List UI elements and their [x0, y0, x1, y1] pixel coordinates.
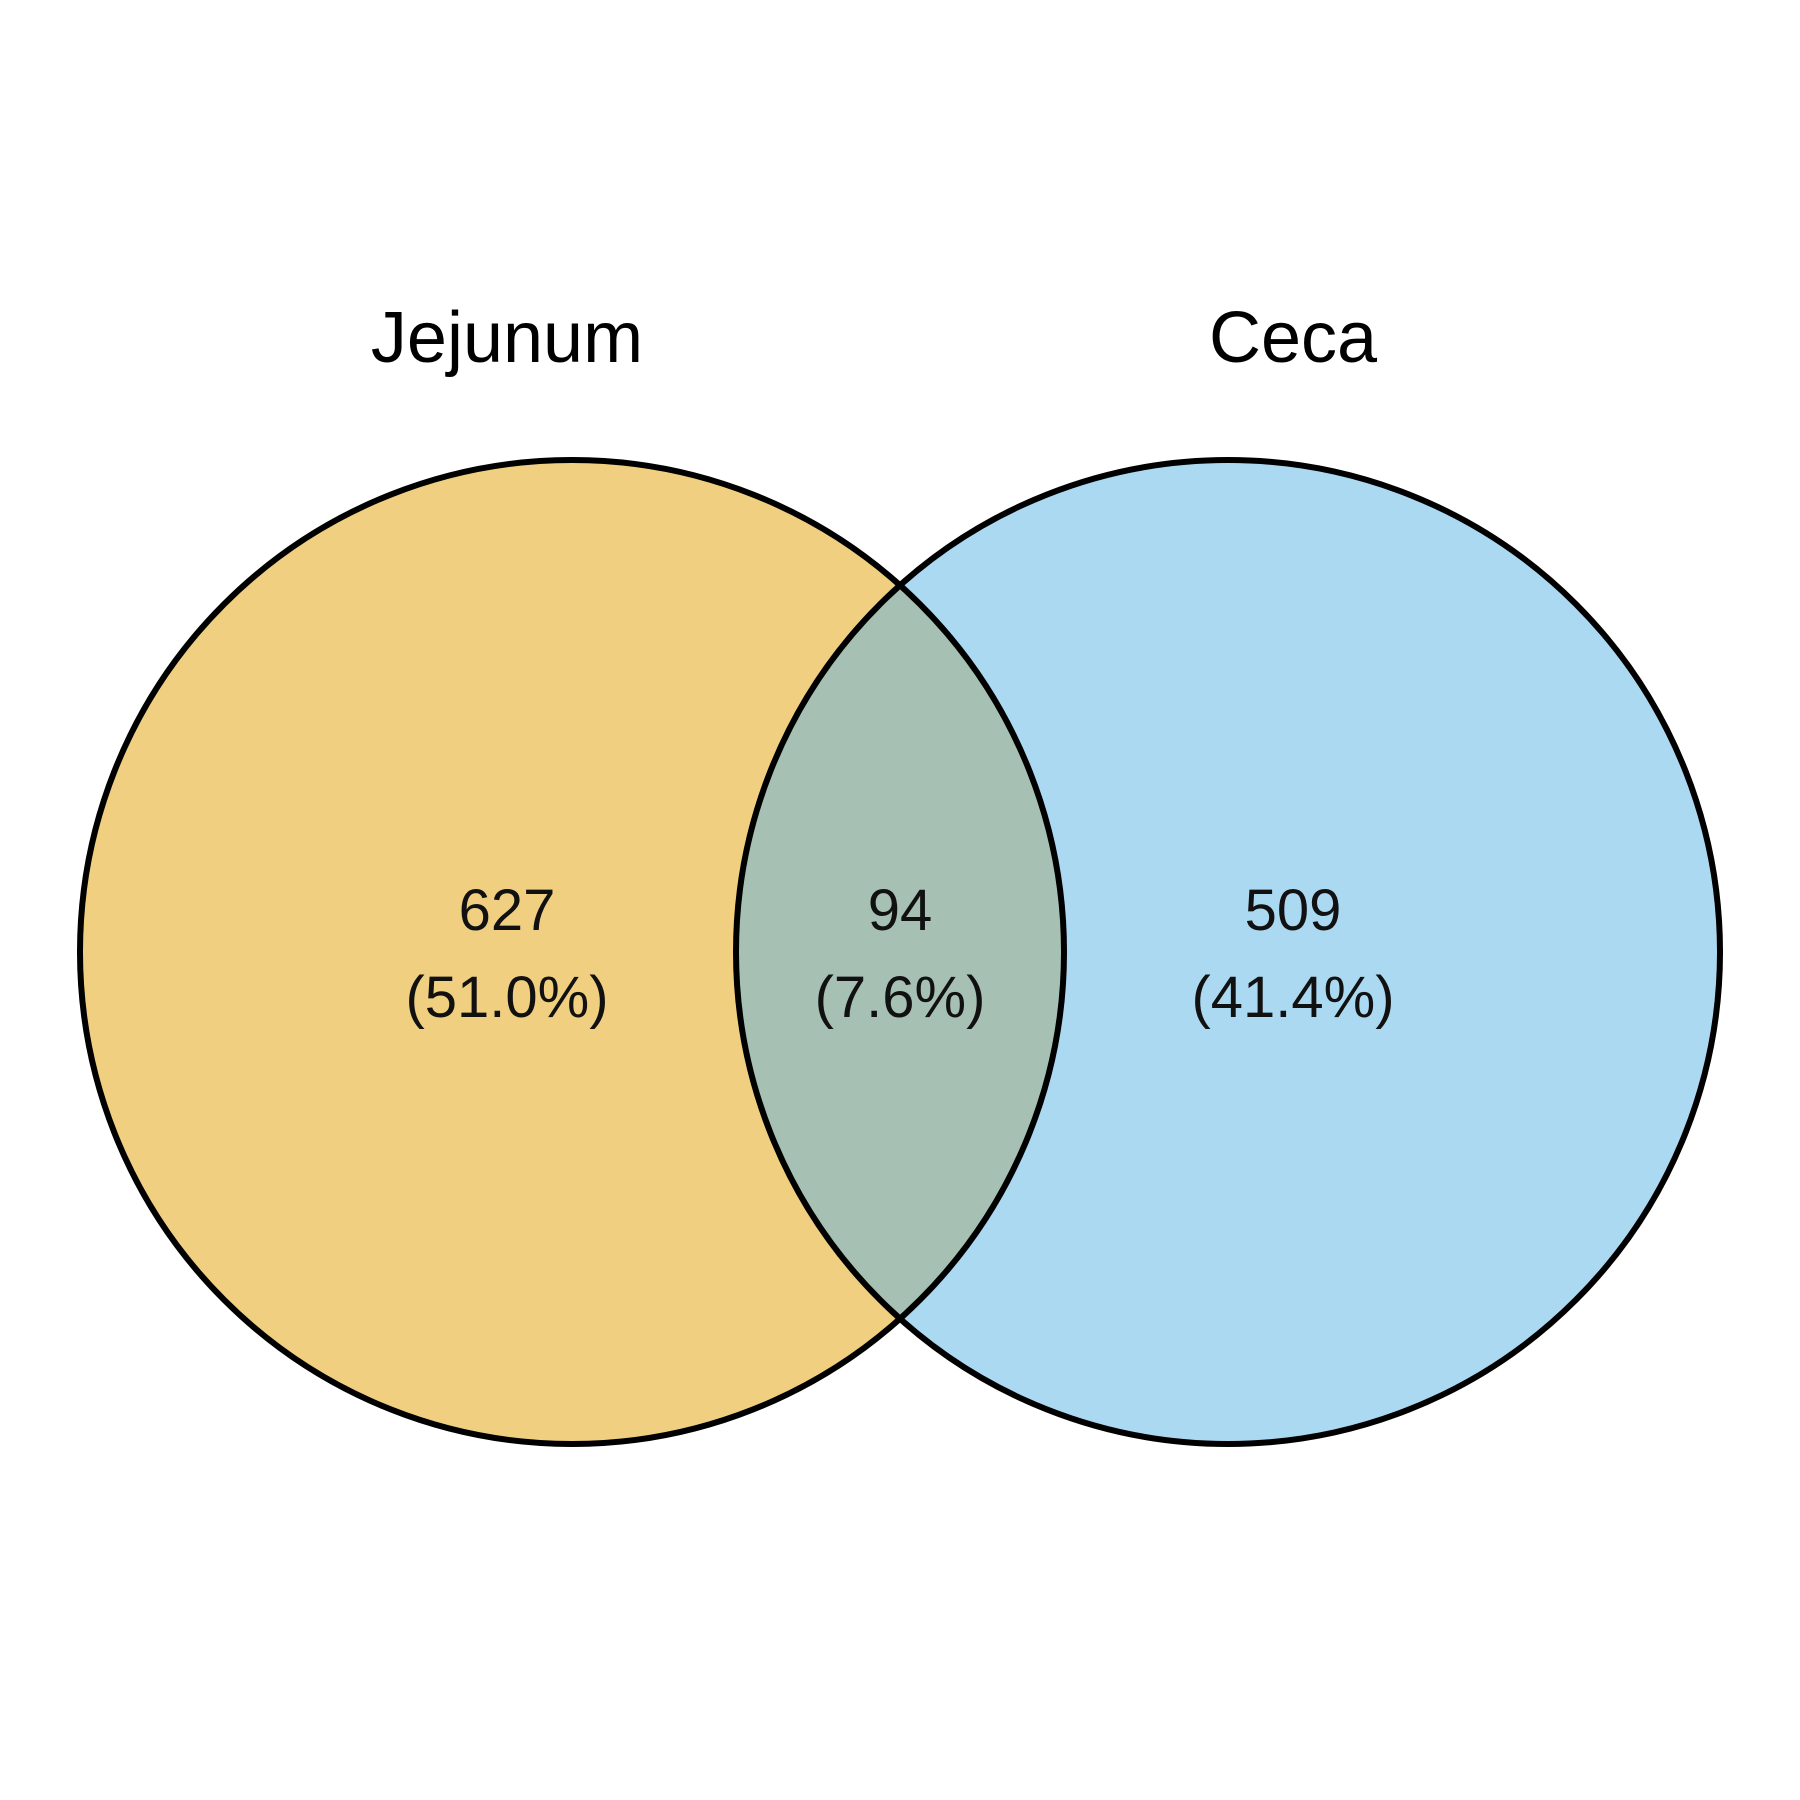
jejunum-only-count: 627 — [459, 878, 556, 943]
ceca-only-count: 509 — [1245, 878, 1342, 943]
jejunum-set-outline — [77, 457, 1067, 1447]
intersection-fill — [736, 460, 1064, 1444]
shared-percent: (7.6%) — [815, 965, 986, 1030]
ceca-set-label: Ceca — [1209, 298, 1378, 378]
ceca-only-percent: (41.4%) — [1191, 965, 1394, 1030]
ceca-set-outline — [733, 457, 1723, 1447]
jejunum-only-percent: (51.0%) — [405, 965, 608, 1030]
jejunum-set-label: Jejunum — [371, 298, 643, 378]
shared-count: 94 — [868, 878, 933, 943]
